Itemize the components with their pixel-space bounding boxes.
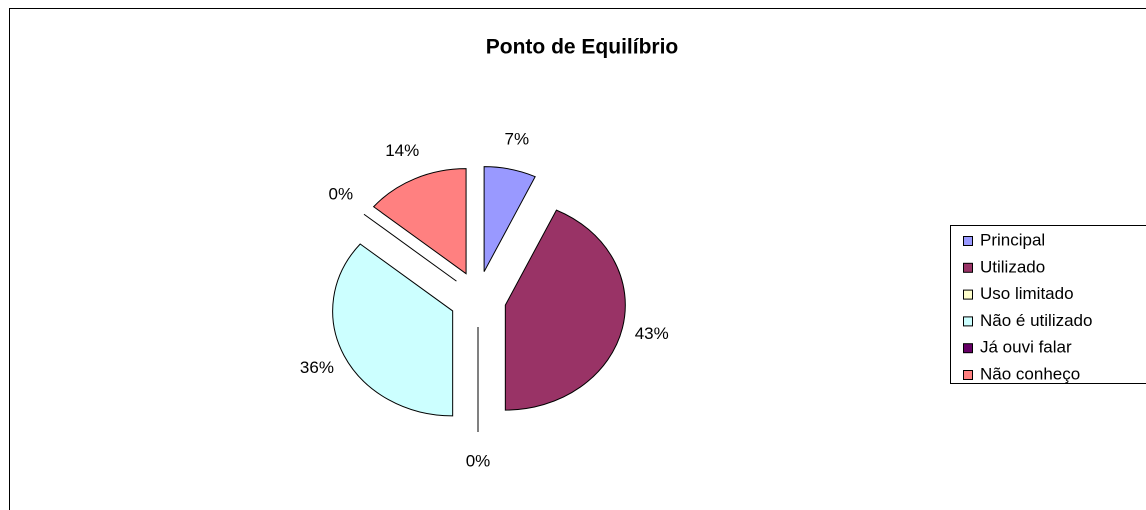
legend-label: Utilizado [980, 257, 1045, 276]
chart-title: Ponto de Equilíbrio [486, 36, 679, 59]
legend-label: Já ouvi falar [980, 338, 1072, 357]
legend-swatch [963, 343, 973, 354]
pie-slice [483, 166, 536, 272]
data-label: 0% [329, 185, 354, 204]
pie-slice [363, 213, 457, 282]
data-label: 0% [466, 451, 491, 470]
legend-label: Não conheço [980, 364, 1080, 383]
legend-label: Não é utilizado [980, 311, 1092, 330]
data-label: 7% [505, 129, 530, 148]
legend-label: Uso limitado [980, 284, 1074, 303]
legend [950, 225, 1146, 384]
legend-swatch [963, 316, 973, 327]
legend-swatch [963, 289, 973, 300]
pie-slice [372, 168, 467, 275]
legend-swatch [963, 262, 973, 273]
data-label: 36% [300, 358, 334, 377]
data-label: 14% [385, 141, 419, 160]
pie-slice [332, 243, 454, 417]
legend-swatch [963, 370, 973, 380]
legend-swatch [963, 236, 973, 246]
data-label: 43% [635, 324, 669, 343]
legend-label: Principal [980, 230, 1045, 249]
pie-slice [504, 209, 626, 411]
